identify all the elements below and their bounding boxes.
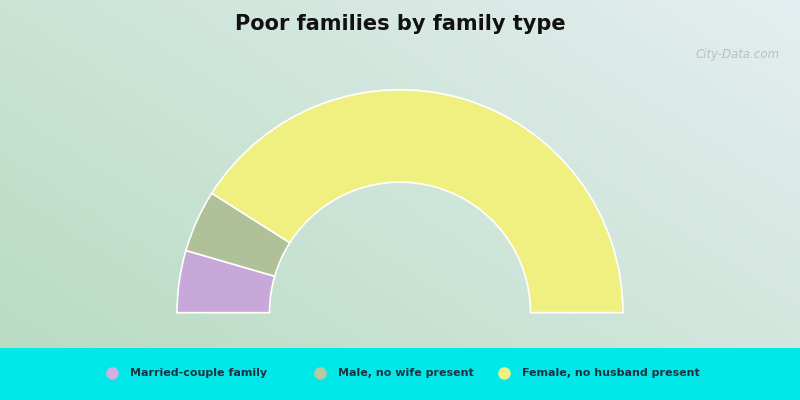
Wedge shape	[177, 250, 274, 313]
Text: City-Data.com: City-Data.com	[696, 48, 780, 61]
Text: Female, no husband present: Female, no husband present	[522, 368, 699, 378]
Text: Married-couple family: Married-couple family	[130, 368, 266, 378]
Text: Poor families by family type: Poor families by family type	[234, 14, 566, 34]
Wedge shape	[186, 193, 290, 276]
Wedge shape	[212, 90, 623, 313]
Text: Male, no wife present: Male, no wife present	[338, 368, 474, 378]
